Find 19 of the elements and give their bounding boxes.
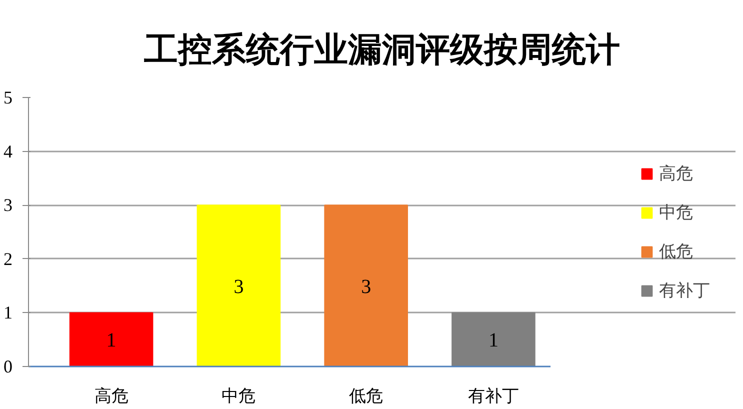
legend-label: 高危 [659,162,693,184]
data-label: 1 [106,330,116,352]
legend-label: 中危 [659,202,693,224]
data-label: 1 [488,330,498,352]
x-tick-label: 低危 [349,386,384,406]
y-tick-label: 4 [4,141,12,162]
data-label: 3 [234,276,244,298]
y-tick-label: 0 [4,356,12,376]
y-tick-label: 3 [4,195,12,216]
y-tick-label: 1 [4,302,12,323]
legend-label: 低危 [659,240,693,262]
y-tick-label: 5 [4,88,12,108]
x-tick-label: 有补丁 [468,386,519,406]
x-tick-label: 中危 [222,386,256,406]
data-label: 3 [361,276,372,298]
y-tick-label: 2 [4,248,12,269]
x-tick-label: 高危 [94,386,128,406]
legend-label: 有补丁 [659,280,710,302]
chart-title: 工控系统行业漏洞评级按周统计 [143,30,620,70]
